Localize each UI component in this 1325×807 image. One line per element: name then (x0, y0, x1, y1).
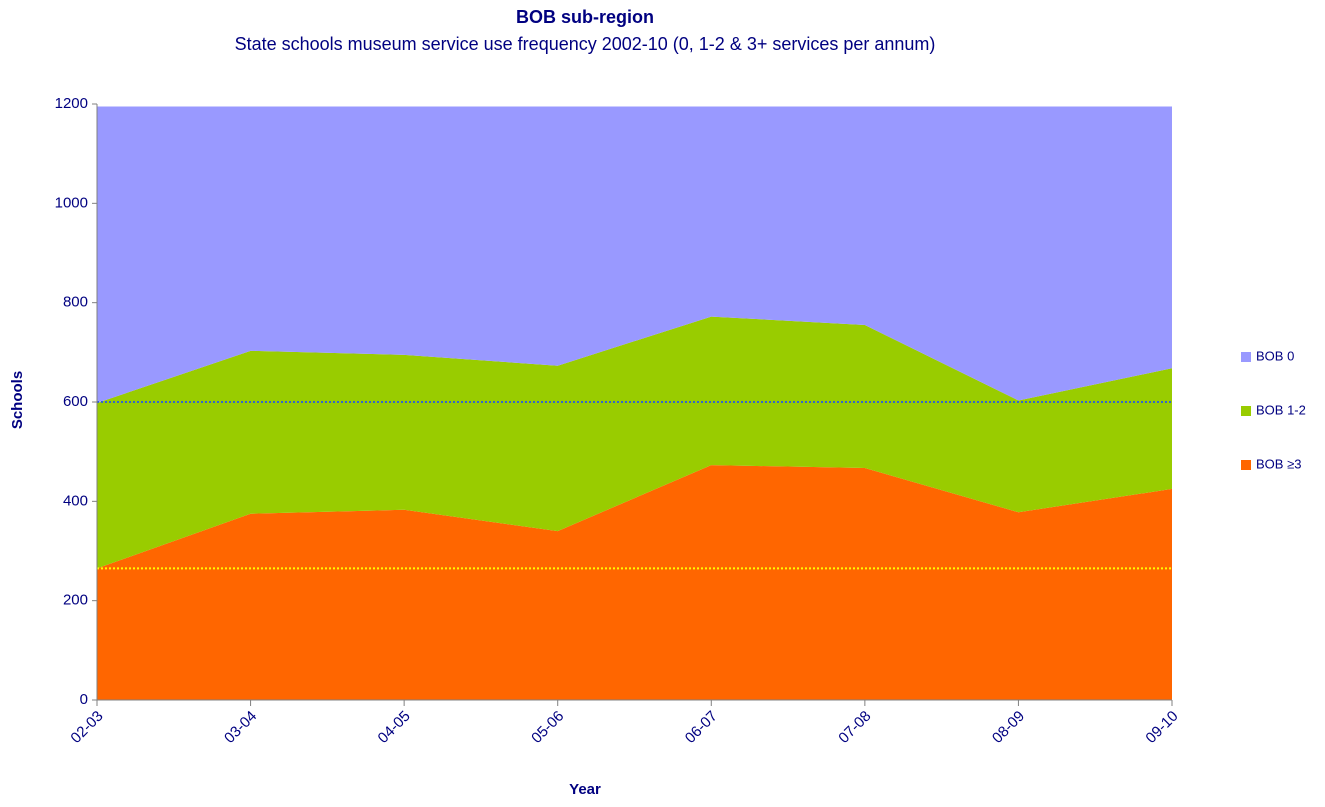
area (97, 316, 1172, 569)
legend-swatch (1241, 460, 1251, 470)
x-tick-label: 02-03 (67, 708, 106, 747)
y-tick-label: 1000 (55, 194, 88, 211)
y-tick-label: 800 (63, 294, 88, 311)
legend-label: BOB 0 (1256, 348, 1294, 363)
y-tick-label: 0 (80, 691, 88, 708)
x-tick-label: 03-04 (221, 708, 260, 747)
chart-title: BOB sub-region (516, 7, 654, 27)
x-tick-label: 09-10 (1142, 708, 1181, 747)
y-tick-label: 600 (63, 393, 88, 410)
y-tick-label: 200 (63, 592, 88, 609)
legend-label: BOB 1-2 (1256, 402, 1306, 417)
x-axis-label: Year (569, 781, 601, 798)
legend-label: BOB ≥3 (1256, 456, 1301, 471)
area (97, 106, 1172, 403)
y-tick-label: 1200 (55, 95, 88, 112)
area (97, 465, 1172, 700)
x-tick-label: 04-05 (375, 708, 414, 747)
y-tick-label: 400 (63, 492, 88, 509)
x-tick-label: 06-07 (682, 708, 721, 747)
chart-subtitle: State schools museum service use frequen… (235, 34, 936, 54)
legend-swatch (1241, 352, 1251, 362)
legend-swatch (1241, 406, 1251, 416)
x-tick-label: 05-06 (528, 708, 567, 747)
y-axis-label: Schools (9, 371, 26, 429)
x-tick-label: 07-08 (835, 708, 874, 747)
x-tick-label: 08-09 (989, 708, 1028, 747)
